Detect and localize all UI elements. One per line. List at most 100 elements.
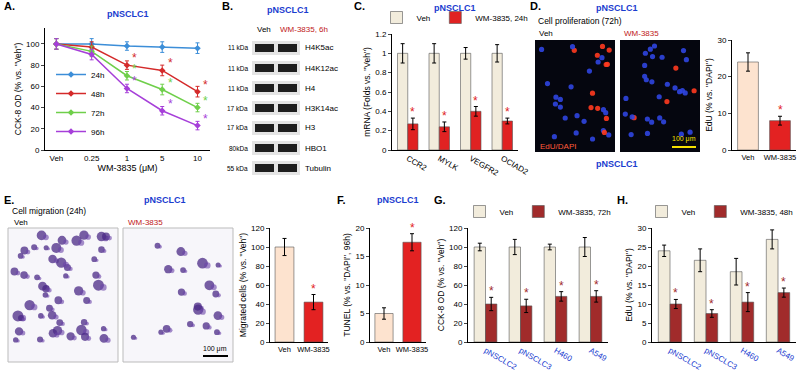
svg-text:pNSCLC1: pNSCLC1 [144,195,186,205]
svg-text:pNSCLC2: pNSCLC2 [667,346,703,372]
svg-text:100 μm: 100 μm [672,135,696,143]
svg-text:80kDa: 80kDa [229,145,248,152]
svg-text:5: 5 [360,309,365,318]
svg-text:24h: 24h [91,71,104,80]
svg-text:EdU/DAPI: EdU/DAPI [540,142,576,151]
svg-text:WM-3835, 6h: WM-3835, 6h [280,25,328,34]
svg-text:40: 40 [453,300,462,309]
svg-text:*: * [673,286,678,300]
svg-text:Veh: Veh [417,14,431,23]
svg-text:*: * [168,76,173,90]
svg-text:1: 1 [125,154,130,163]
svg-text:0.25: 0.25 [84,154,100,163]
svg-text:*: * [745,280,750,294]
svg-text:*: * [132,62,137,76]
svg-text:1: 1 [382,49,387,58]
svg-text:pNSCLC1: pNSCLC1 [267,5,309,15]
svg-text:H4K12ac: H4K12ac [305,64,338,73]
svg-text:WM-3835, 72h: WM-3835, 72h [558,208,610,217]
svg-text:*: * [524,286,529,300]
svg-text:15: 15 [355,252,364,261]
svg-text:VEGFR2: VEGFR2 [468,154,501,178]
svg-text:H.: H. [617,194,628,206]
svg-text:WM-3835: WM-3835 [764,153,797,162]
svg-text:WM-3835 (μM): WM-3835 (μM) [97,163,157,173]
svg-text:100 μm: 100 μm [203,345,227,353]
svg-text:Veh: Veh [14,218,28,227]
svg-text:*: * [709,297,714,311]
svg-text:*: * [781,275,786,289]
svg-text:30: 30 [717,36,726,45]
svg-text:20: 20 [355,224,364,233]
svg-text:G.: G. [434,194,446,206]
svg-text:Veh: Veh [682,208,696,217]
svg-text:0.4: 0.4 [375,107,387,116]
svg-text:A549: A549 [775,346,796,363]
svg-text:Cell migration (24h): Cell migration (24h) [12,206,86,216]
svg-text:WM-3835: WM-3835 [297,345,330,354]
svg-text:*: * [473,94,478,108]
svg-text:80: 80 [255,262,264,271]
svg-text:15: 15 [637,281,646,290]
svg-text:CCK-8 OD (% vs. "Veh"): CCK-8 OD (% vs. "Veh") [13,43,23,136]
svg-text:Veh: Veh [742,153,755,162]
svg-text:Veh: Veh [257,25,271,34]
svg-text:0: 0 [382,146,387,155]
svg-text:EdU (% vs. "DAPI"): EdU (% vs. "DAPI") [624,248,634,322]
svg-text:80: 80 [30,61,39,70]
svg-text:60: 60 [453,281,462,290]
svg-text:WM-3835: WM-3835 [396,345,429,354]
svg-text:*: * [203,112,208,126]
svg-text:48h: 48h [91,90,104,99]
svg-text:*: * [203,94,208,108]
svg-text:A549: A549 [588,346,609,363]
svg-text:Migrated cells (% vs. "Veh"): Migrated cells (% vs. "Veh") [238,233,248,337]
svg-text:H4K5ac: H4K5ac [305,43,333,52]
svg-text:HBO1: HBO1 [305,144,327,153]
svg-text:TUNEL (% vs. "DAPI", 96h): TUNEL (% vs. "DAPI", 96h) [342,233,352,337]
svg-text:0: 0 [360,338,365,347]
svg-text:mRNA (Folds vs. "Veh"): mRNA (Folds vs. "Veh") [362,47,372,137]
svg-text:*: * [410,105,415,119]
svg-text:80: 80 [453,262,462,271]
svg-text:H460: H460 [739,346,761,364]
svg-text:11 kDa: 11 kDa [228,44,248,51]
svg-text:10: 10 [717,109,726,118]
svg-text:5: 5 [160,154,165,163]
svg-text:pNSCLC1: pNSCLC1 [596,159,638,169]
svg-text:17 kDa: 17 kDa [227,124,248,131]
svg-text:20: 20 [717,72,726,81]
svg-text:Veh: Veh [539,29,553,38]
svg-text:A.: A. [4,0,15,12]
svg-text:F.: F. [337,194,346,206]
svg-text:EdU (% vs. "DAPI"): EdU (% vs. "DAPI") [704,58,714,132]
svg-text:*: * [594,278,599,292]
svg-text:96h: 96h [91,128,104,137]
svg-text:D.: D. [530,0,541,12]
svg-text:20: 20 [255,319,264,328]
svg-text:11 kDa: 11 kDa [228,65,248,72]
svg-text:17 kDa: 17 kDa [227,105,248,112]
svg-text:60: 60 [255,281,264,290]
svg-text:10: 10 [355,281,364,290]
svg-text:1.2: 1.2 [375,30,387,39]
svg-text:WM-3835: WM-3835 [624,29,659,38]
svg-text:E.: E. [4,194,14,206]
svg-text:pNSCLC3: pNSCLC3 [703,346,739,372]
svg-text:H3: H3 [305,123,316,132]
svg-text:72h: 72h [91,109,104,118]
svg-text:25: 25 [637,243,646,252]
svg-text:0: 0 [260,338,265,347]
svg-text:pNSCLC1: pNSCLC1 [107,9,149,19]
svg-text:30: 30 [637,224,646,233]
svg-text:40: 40 [30,103,39,112]
svg-text:10: 10 [193,154,202,163]
svg-text:CCR2: CCR2 [405,154,429,173]
svg-text:*: * [442,109,447,123]
svg-text:B.: B. [222,0,233,12]
svg-text:pNSCLC1: pNSCLC1 [434,3,476,13]
svg-text:H4: H4 [305,84,316,93]
svg-text:*: * [778,103,783,117]
svg-text:11 kDa: 11 kDa [228,85,248,92]
svg-text:Veh: Veh [49,154,63,163]
